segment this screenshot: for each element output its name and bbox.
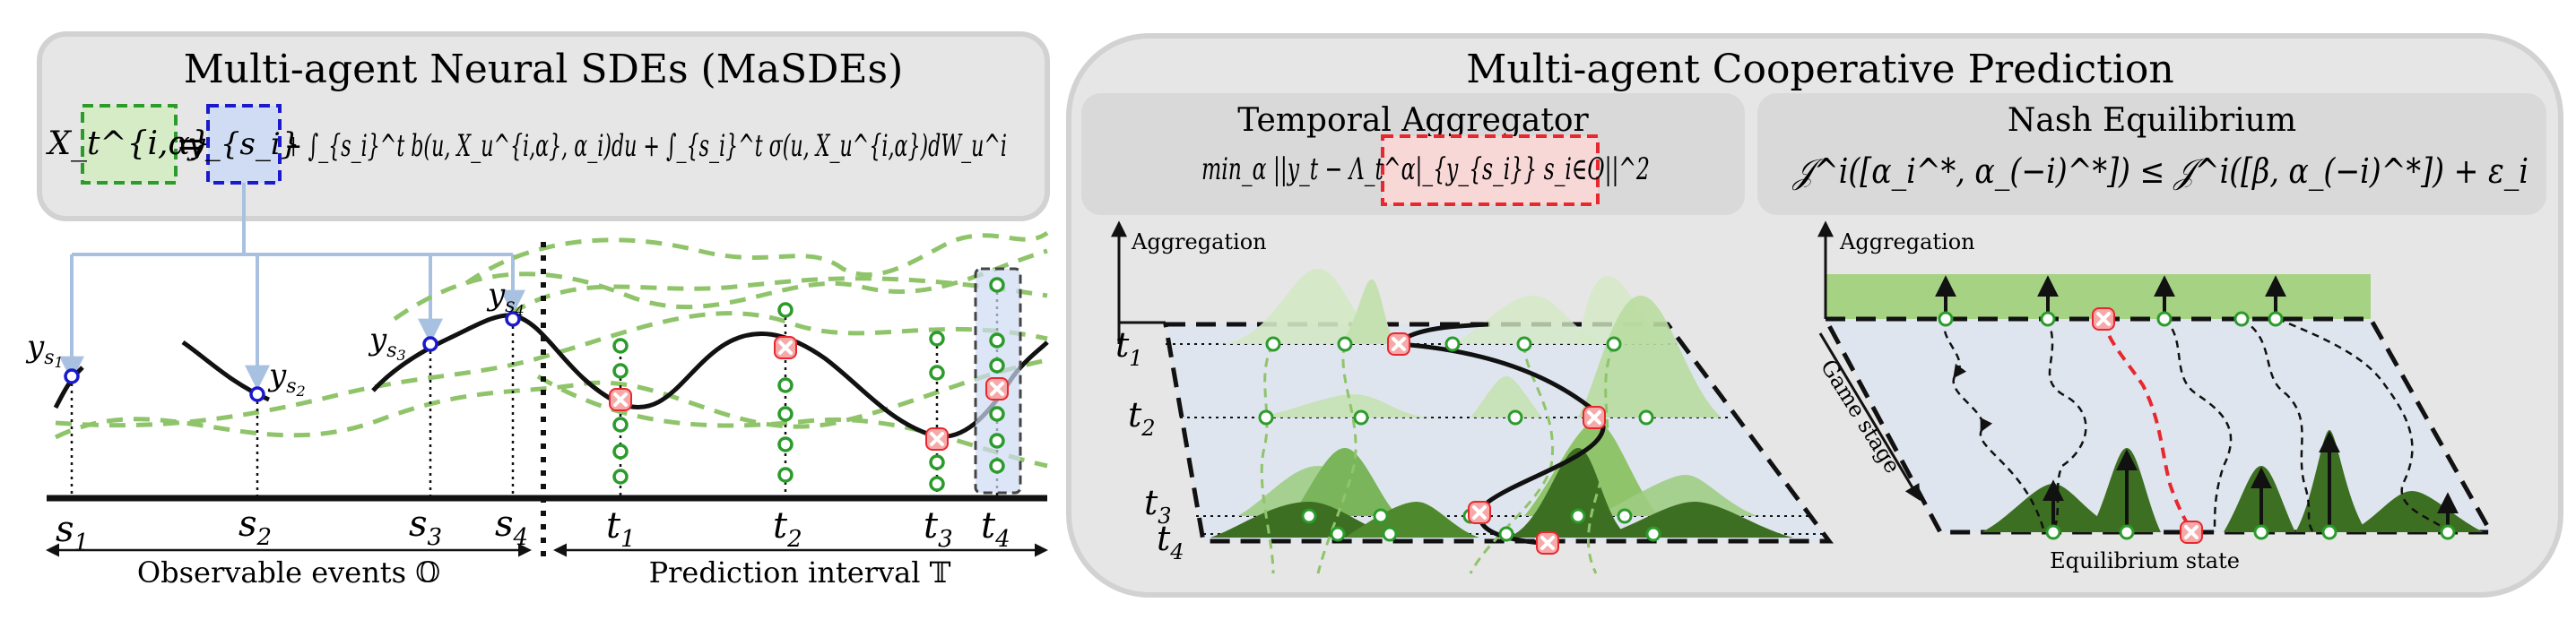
right-panel-title: Multi-agent Cooperative Prediction <box>1466 47 2173 92</box>
sampled-trajectories <box>54 230 1049 469</box>
temporal-aggregator-title: Temporal Aggregator <box>1237 102 1589 139</box>
prediction-interval-caption: Prediction interval 𝕋 <box>649 555 951 590</box>
right-panel: Multi-agent Cooperative Prediction Tempo… <box>1066 33 2563 598</box>
equilibrium-state-label: Equilibrium state <box>2050 548 2240 573</box>
time-labels: s1 s2 s3 s4 t1 t2 t3 t4 <box>56 504 1010 556</box>
equals-sign: = <box>176 124 206 165</box>
svg-text:t4: t4 <box>981 505 1010 553</box>
svg-text:s3: s3 <box>409 504 442 551</box>
initial-value-label: y_{s_i} <box>186 126 300 162</box>
svg-text:s4: s4 <box>495 504 528 551</box>
sde-integral-terms: + ∫_{s_i}^t b(u, X_u^{i,α}, α_i)du + ∫_{… <box>285 128 1007 164</box>
aggregation-axis-label: Aggregation <box>1131 229 1267 254</box>
svg-text:t3: t3 <box>924 505 953 553</box>
aggregation-markers <box>1258 336 1661 542</box>
state-variable-label: X_t^{i,α} <box>45 125 210 162</box>
nash-equilibrium-formula: 𝒥^i([α_i^*, α_(−i)^*]) ≤ 𝒥^i([β, α_(−i)^… <box>1791 151 2528 192</box>
svg-text:ys2: ys2 <box>267 357 306 400</box>
aggregation-time-labels: t1 t2 t3 t4 <box>1115 325 1184 564</box>
time-distributions <box>1210 269 1793 538</box>
nash-equilibrium-box <box>1757 93 2546 215</box>
ys-connectors <box>59 183 525 391</box>
ys2-point <box>249 386 265 402</box>
ys3-point <box>422 336 438 352</box>
game-plane <box>1821 316 2495 535</box>
initial-value-box <box>206 104 282 185</box>
nash-equilibrium-title: Nash Equilibrium <box>2008 102 2296 139</box>
sample-markers <box>612 277 1005 492</box>
game-plot: Aggregation Game stage <box>1816 220 2495 573</box>
svg-text:t1: t1 <box>606 505 636 553</box>
ys1-point <box>64 368 80 384</box>
svg-text:t2: t2 <box>773 505 802 553</box>
aggregation-plot: Aggregation <box>1111 220 1834 574</box>
svg-text:ys1: ys1 <box>25 329 64 371</box>
game-markers <box>1938 311 2456 540</box>
observable-events-caption: Observable events 𝕆 <box>137 555 440 590</box>
aggregator-operator-box <box>1381 134 1600 206</box>
svg-text:ys4: ys4 <box>486 277 525 319</box>
equilibrium-arrows <box>1935 275 2459 532</box>
game-aggregation-axis-label: Aggregation <box>1839 229 1975 254</box>
game-trajectories <box>1943 317 2450 533</box>
ys4-point <box>505 311 521 327</box>
svg-text:s2: s2 <box>239 504 272 551</box>
game-stage-axis <box>1818 332 1921 502</box>
observed-points <box>64 311 521 402</box>
temporal-aggregator-formula: min_α ||y_t − Λ_t^α|_{y_{s_i}} s_i∈O||^2 <box>1201 151 1650 187</box>
state-variable-box <box>81 104 178 185</box>
left-panel-title: Multi-agent Neural SDEs (MaSDEs) <box>184 47 904 92</box>
left-panel: Multi-agent Neural SDEs (MaSDEs) X_t^{i,… <box>25 31 1050 590</box>
svg-text:ys3: ys3 <box>368 322 406 364</box>
left-header-box <box>37 31 1050 221</box>
